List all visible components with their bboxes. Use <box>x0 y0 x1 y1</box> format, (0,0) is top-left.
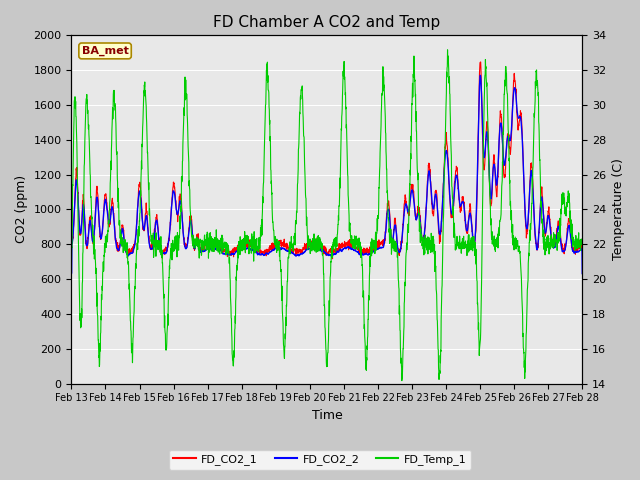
FD_CO2_2 <box>534 246 541 252</box>
Line: FD_CO2_2: FD_CO2_2 <box>72 75 582 274</box>
FD_CO2_2 <box>548 238 556 244</box>
FD_CO2_2 <box>353 249 360 254</box>
FD_CO2_1 <box>68 238 76 243</box>
Text: BA_met: BA_met <box>82 46 129 56</box>
FD_CO2_1 <box>476 81 483 86</box>
FD_CO2_1 <box>548 236 556 242</box>
FD_Temp_1 <box>398 378 406 384</box>
Y-axis label: CO2 (ppm): CO2 (ppm) <box>15 175 28 243</box>
FD_Temp_1 <box>548 240 556 246</box>
FD_Temp_1 <box>579 242 586 248</box>
FD_CO2_1 <box>342 242 349 248</box>
FD_CO2_1 <box>534 240 541 246</box>
FD_Temp_1 <box>476 346 483 352</box>
FD_CO2_1 <box>353 245 360 251</box>
FD_CO2_1 <box>210 245 218 251</box>
FD_CO2_1 <box>579 244 586 250</box>
Legend: FD_CO2_1, FD_CO2_2, FD_Temp_1: FD_CO2_1, FD_CO2_2, FD_Temp_1 <box>169 450 471 469</box>
FD_Temp_1 <box>68 263 76 269</box>
FD_CO2_2 <box>342 245 349 251</box>
FD_CO2_1 <box>329 256 337 262</box>
X-axis label: Time: Time <box>312 409 342 422</box>
FD_CO2_2 <box>476 72 484 78</box>
FD_Temp_1 <box>353 238 360 243</box>
FD_CO2_2 <box>210 245 218 251</box>
FD_Temp_1 <box>210 238 218 244</box>
FD_CO2_2 <box>579 271 586 277</box>
FD_Temp_1 <box>534 85 541 91</box>
Y-axis label: Temperature (C): Temperature (C) <box>612 158 625 260</box>
FD_CO2_1 <box>477 59 484 65</box>
FD_Temp_1 <box>342 92 349 98</box>
Title: FD Chamber A CO2 and Temp: FD Chamber A CO2 and Temp <box>213 15 440 30</box>
Line: FD_Temp_1: FD_Temp_1 <box>72 50 582 381</box>
Line: FD_CO2_1: FD_CO2_1 <box>72 62 582 259</box>
FD_CO2_2 <box>68 271 76 277</box>
FD_Temp_1 <box>444 47 451 53</box>
FD_CO2_2 <box>475 97 483 103</box>
